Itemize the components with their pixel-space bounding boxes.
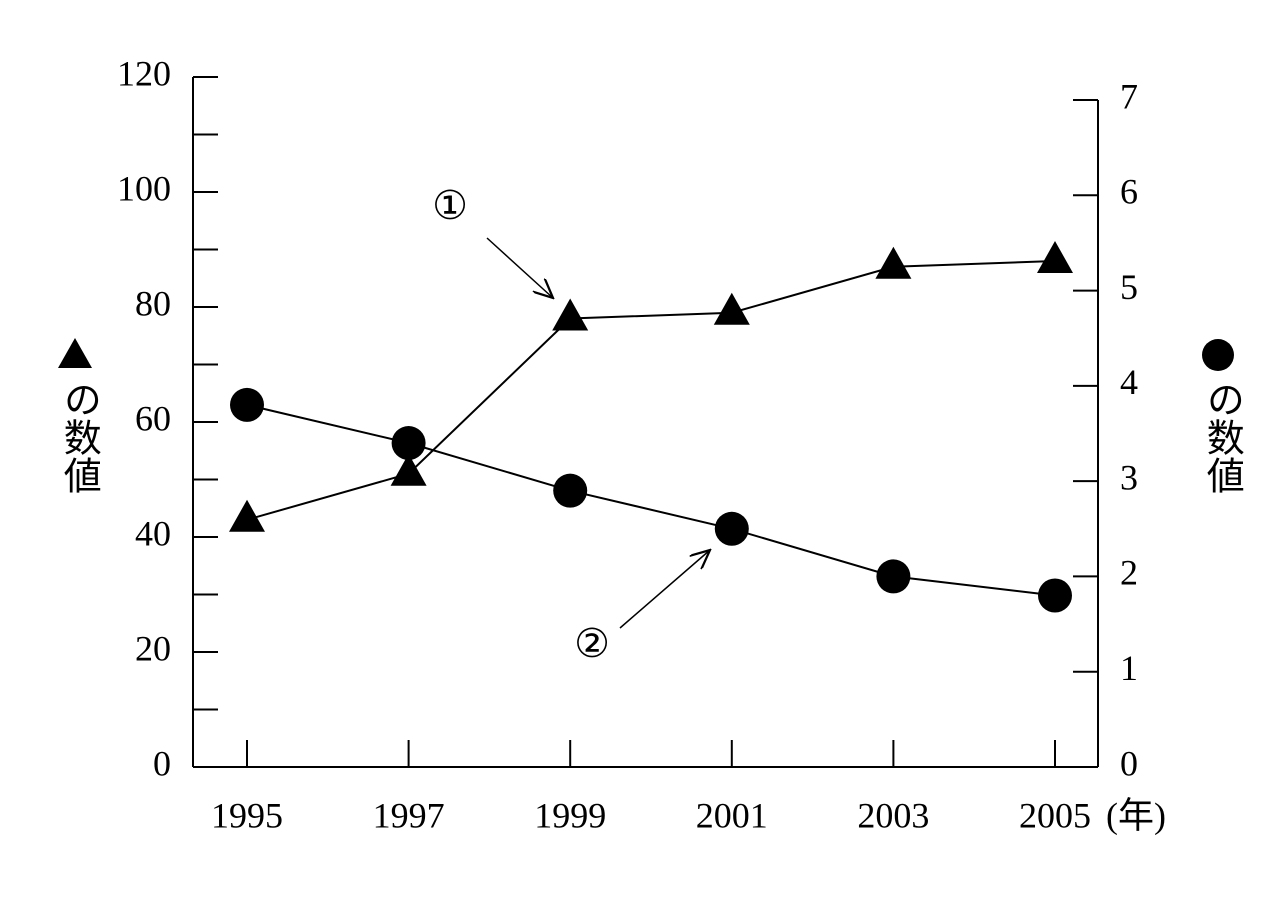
triangle-marker: [875, 246, 912, 279]
y2-tick-label: 0: [1120, 743, 1138, 783]
circle-marker: [714, 511, 749, 546]
y-label-marker: [58, 338, 92, 368]
y2-tick-label: 3: [1120, 457, 1138, 497]
annotation-arrow: [486, 237, 553, 298]
circle-marker: [230, 387, 264, 422]
annotation: ①: [432, 183, 468, 228]
y2-tick-label: 6: [1120, 172, 1138, 212]
y-label: の数値: [57, 380, 101, 494]
x-tick-label: 2001: [696, 795, 768, 835]
y2-label: の数値: [1200, 380, 1244, 494]
y-tick-label: 0: [153, 743, 171, 783]
y2-tick-label: 7: [1120, 76, 1138, 116]
triangle-marker: [229, 499, 265, 532]
y-tick-label: 80: [135, 283, 171, 323]
series-line: [246, 260, 1056, 521]
y-tick-label: 40: [135, 513, 171, 553]
y2-label-marker: [1202, 339, 1234, 371]
circle-marker: [391, 426, 426, 461]
x-tick-label: 2005: [1019, 795, 1091, 835]
triangle-marker: [713, 292, 750, 325]
y-tick-label: 100: [117, 168, 171, 208]
series-line: [246, 403, 1056, 597]
y-tick-label: 60: [135, 398, 171, 438]
x-tick-label: 1997: [373, 795, 445, 835]
annotation-arrow: [619, 550, 710, 629]
x-tick-label: 2003: [857, 795, 929, 835]
circle-marker: [553, 473, 588, 508]
y2-tick-label: 1: [1120, 648, 1138, 688]
circle-marker: [876, 559, 911, 594]
x-tick-label: 1995: [211, 795, 283, 835]
y-tick-label: 120: [117, 53, 171, 93]
circle-marker: [1038, 578, 1072, 613]
y2-tick-label: 4: [1120, 362, 1138, 402]
x-tick-label: 1999: [534, 795, 606, 835]
y-tick-label: 20: [135, 628, 171, 668]
triangle-marker: [1037, 241, 1073, 273]
y2-tick-label: 2: [1120, 553, 1138, 593]
triangle-marker: [390, 453, 427, 486]
annotation: ②: [574, 621, 610, 666]
x-unit: (年): [1106, 795, 1166, 835]
y2-tick-label: 5: [1120, 267, 1138, 307]
triangle-marker: [552, 298, 589, 331]
